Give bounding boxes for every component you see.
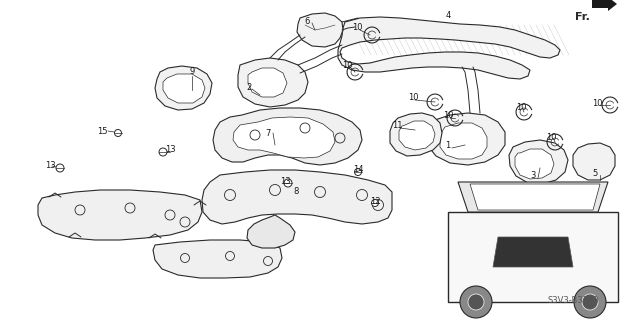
Polygon shape [238,58,308,107]
Text: 10: 10 [443,111,453,121]
Text: S3V3-B3720: S3V3-B3720 [548,296,600,305]
Polygon shape [448,212,618,302]
Polygon shape [202,170,392,224]
Text: 1: 1 [445,141,450,150]
Text: 3: 3 [530,172,535,180]
Polygon shape [233,117,335,158]
Text: 13: 13 [45,162,56,171]
Text: 15: 15 [98,126,108,135]
Text: Fr.: Fr. [575,12,590,22]
Polygon shape [488,242,508,260]
Polygon shape [153,240,282,278]
Text: 4: 4 [445,12,451,20]
Text: 5: 5 [592,169,597,178]
Circle shape [468,294,484,310]
Polygon shape [515,149,554,179]
Text: 11: 11 [392,122,403,131]
Text: 10: 10 [408,93,418,102]
Polygon shape [592,0,617,11]
Text: 13: 13 [280,177,290,186]
Circle shape [372,199,378,206]
Text: 12: 12 [370,196,380,205]
Text: 10: 10 [592,99,602,108]
Text: 14: 14 [353,165,363,174]
Polygon shape [338,17,560,79]
Polygon shape [458,182,608,212]
Text: 2: 2 [246,83,251,92]
Polygon shape [38,190,202,240]
Polygon shape [493,237,573,267]
Circle shape [159,148,167,156]
Circle shape [115,130,122,137]
Text: 10: 10 [546,133,557,142]
Polygon shape [428,113,505,165]
Polygon shape [213,108,362,165]
Text: 6: 6 [304,18,309,27]
Polygon shape [297,13,343,47]
Circle shape [56,164,64,172]
Polygon shape [509,140,568,184]
Circle shape [460,286,492,318]
Polygon shape [573,143,615,180]
Text: 7: 7 [265,129,270,138]
Polygon shape [470,184,600,210]
Text: 10: 10 [516,103,526,113]
Polygon shape [440,123,487,159]
Polygon shape [247,215,295,248]
Polygon shape [163,74,205,103]
Circle shape [354,169,361,175]
Polygon shape [390,113,442,156]
Circle shape [582,294,598,310]
Text: 10: 10 [352,23,363,33]
Text: 8: 8 [293,187,299,196]
Polygon shape [399,121,435,150]
Circle shape [284,179,292,187]
Text: 9: 9 [190,67,195,76]
Polygon shape [563,242,583,260]
Text: 13: 13 [165,146,176,155]
Polygon shape [155,66,212,110]
Circle shape [574,286,606,318]
Polygon shape [248,68,287,97]
Text: 10: 10 [342,61,353,70]
